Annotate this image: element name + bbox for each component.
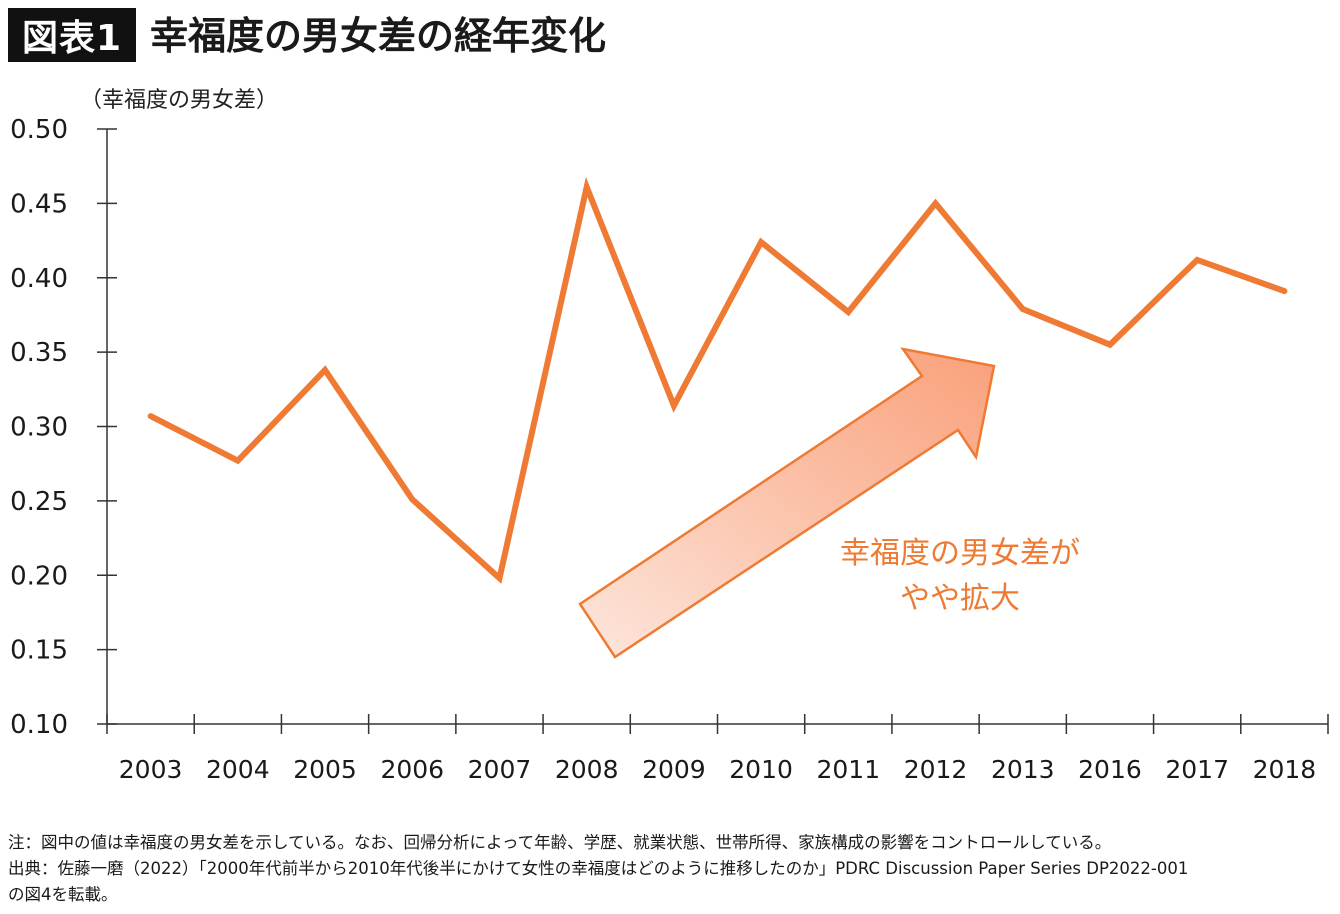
footnote-note: 注：図中の値は幸福度の男女差を示している。なお、回帰分析によって年齢、学歴、就業… bbox=[8, 833, 1112, 852]
figure-badge: 図表1 bbox=[8, 8, 136, 62]
trend-arrow bbox=[578, 347, 996, 659]
x-tick-label: 2012 bbox=[904, 755, 968, 784]
data-point bbox=[324, 369, 326, 371]
data-point bbox=[1283, 290, 1285, 292]
data-point bbox=[498, 577, 500, 579]
data-point bbox=[237, 460, 239, 462]
data-point bbox=[673, 405, 675, 407]
chart-title: 幸福度の男女差の経年変化 bbox=[150, 14, 607, 58]
x-tick-label: 2011 bbox=[817, 755, 881, 784]
footnote-source: 出典：佐藤一磨（2022）「2000年代前半から2010年代後半にかけて女性の幸… bbox=[8, 859, 1189, 878]
data-point bbox=[150, 415, 152, 417]
data-point bbox=[586, 186, 588, 188]
x-tick-label: 2018 bbox=[1253, 755, 1317, 784]
x-tick-label: 2013 bbox=[991, 755, 1055, 784]
x-tick-label: 2016 bbox=[1078, 755, 1142, 784]
x-tick-label: 2009 bbox=[642, 755, 706, 784]
x-tick-label: 2007 bbox=[468, 755, 532, 784]
x-tick-label: 2008 bbox=[555, 755, 619, 784]
y-tick-label: 0.25 bbox=[10, 487, 68, 517]
x-tick-label: 2004 bbox=[206, 755, 270, 784]
series-layer bbox=[147, 176, 1288, 584]
x-tick-label: 2010 bbox=[729, 755, 793, 784]
y-tick-label: 0.40 bbox=[10, 264, 68, 294]
data-point bbox=[935, 202, 937, 204]
line-chart: 0.50 0.45 0.40 0.35 0.30 0.25 0.20 0.15 0.10 2003… bbox=[10, 115, 1329, 784]
y-tick-label: 0.20 bbox=[10, 561, 68, 591]
x-tick-label: 2017 bbox=[1165, 755, 1229, 784]
y-tick-label: 0.45 bbox=[10, 189, 68, 219]
y-axis-label: （幸福度の男女差） bbox=[80, 88, 279, 113]
x-tick-label: 2003 bbox=[119, 755, 183, 784]
trend-arrow-shape bbox=[578, 347, 996, 659]
data-point bbox=[760, 241, 762, 243]
footnotes: 注：図中の値は幸福度の男女差を示している。なお、回帰分析によって年齢、学歴、就業… bbox=[8, 830, 1333, 908]
data-point bbox=[1022, 308, 1024, 310]
y-tick-label: 0.50 bbox=[10, 115, 68, 145]
series-line bbox=[147, 176, 1288, 584]
footnote-source-cont: の図4を転載。 bbox=[8, 885, 118, 904]
y-tick-label: 0.30 bbox=[10, 413, 68, 443]
y-tick-label: 0.15 bbox=[10, 636, 68, 666]
data-point bbox=[1109, 344, 1111, 346]
axes: 0.50 0.45 0.40 0.35 0.30 0.25 0.20 0.15 0.10 2003… bbox=[10, 115, 1329, 784]
data-point bbox=[847, 311, 849, 313]
annotation-line-2: やや拡大 bbox=[900, 581, 1020, 616]
data-point bbox=[411, 498, 413, 500]
x-tick-label: 2005 bbox=[293, 755, 357, 784]
y-tick-label: 0.35 bbox=[10, 338, 68, 368]
y-tick-label: 0.10 bbox=[10, 710, 68, 740]
annotation-line-1: 幸福度の男女差が bbox=[840, 536, 1080, 571]
x-tick-label: 2006 bbox=[380, 755, 444, 784]
data-point bbox=[1196, 259, 1198, 261]
